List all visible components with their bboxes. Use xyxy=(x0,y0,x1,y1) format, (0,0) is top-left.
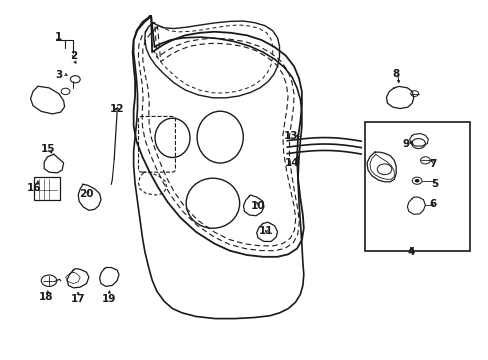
Text: 4: 4 xyxy=(407,247,414,257)
Text: 20: 20 xyxy=(79,189,94,199)
Text: 10: 10 xyxy=(250,201,265,211)
Text: 3: 3 xyxy=(55,69,62,80)
Text: 14: 14 xyxy=(284,158,299,168)
Text: 5: 5 xyxy=(430,179,438,189)
Text: 6: 6 xyxy=(428,199,436,209)
Bar xyxy=(365,122,468,251)
Text: 11: 11 xyxy=(259,226,273,236)
Text: 1: 1 xyxy=(55,32,62,42)
Text: 15: 15 xyxy=(40,144,55,154)
Text: 2: 2 xyxy=(70,51,77,61)
Text: 8: 8 xyxy=(392,68,399,78)
Text: 12: 12 xyxy=(110,104,124,114)
Text: 16: 16 xyxy=(27,183,41,193)
Text: 19: 19 xyxy=(102,294,116,303)
Text: 9: 9 xyxy=(402,139,408,149)
Text: 18: 18 xyxy=(39,292,53,302)
Text: 17: 17 xyxy=(71,294,85,303)
Bar xyxy=(34,177,60,200)
Circle shape xyxy=(414,179,419,183)
Text: 7: 7 xyxy=(428,159,436,169)
Text: 13: 13 xyxy=(283,131,297,141)
